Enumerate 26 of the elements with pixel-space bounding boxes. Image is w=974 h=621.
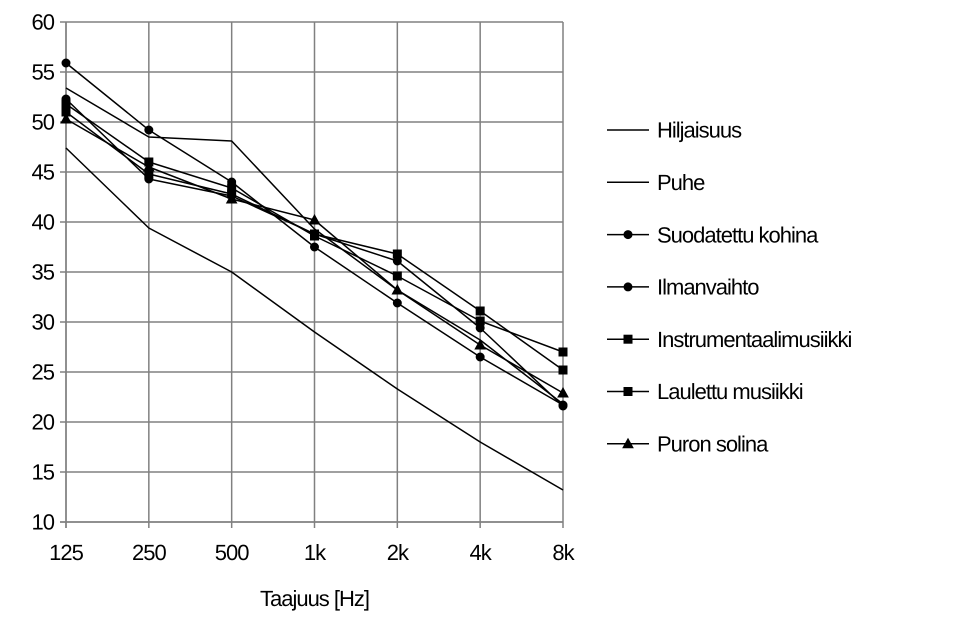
x-axis-title: Taajuus [Hz] — [260, 586, 370, 611]
x-tick-label: 125 — [49, 540, 84, 565]
y-tick-label: 40 — [32, 210, 55, 235]
x-tick-label: 1k — [304, 540, 328, 565]
y-tick-label: 55 — [32, 60, 55, 85]
y-tick-label: 30 — [32, 310, 55, 335]
x-tick-label: 4k — [470, 540, 493, 565]
x-tick-label: 8k — [552, 540, 576, 565]
y-tick-label: 10 — [32, 510, 55, 535]
x-tick-label: 250 — [132, 540, 166, 565]
y-tick-label: 60 — [32, 10, 55, 35]
y-tick-label: 50 — [32, 110, 55, 135]
y-tick-label: 15 — [32, 460, 55, 485]
legend-label: Puhe — [657, 170, 706, 195]
y-tick-label: 35 — [32, 260, 55, 285]
x-tick-label: 500 — [214, 540, 250, 565]
legend-label: Ilmanvaihto — [657, 274, 760, 300]
legend-label: Hiljaisuus — [657, 118, 742, 143]
legend-label: Instrumentaalimusiikki — [657, 326, 852, 352]
legend-label: Puron solina — [657, 432, 770, 456]
legend-label: Suodatettu kohina — [657, 222, 820, 248]
y-tick-label: 25 — [32, 360, 55, 385]
y-tick-label: 45 — [32, 160, 55, 185]
y-tick-label: 20 — [32, 410, 55, 435]
legend-label: Laulettu musiikki — [657, 379, 803, 404]
x-tick-label: 2k — [386, 540, 410, 565]
